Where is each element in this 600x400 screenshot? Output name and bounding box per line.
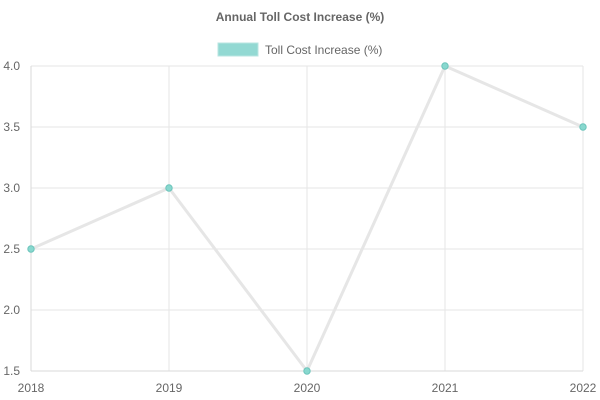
legend-label: Toll Cost Increase (%) [265,43,382,57]
chart-title: Annual Toll Cost Increase (%) [216,10,384,24]
data-point[interactable] [303,367,311,375]
y-tick-label: 3.5 [3,120,20,134]
y-tick-label: 1.5 [3,364,20,378]
y-tick-label: 2.0 [3,303,20,317]
y-tick-label: 2.5 [3,242,20,256]
x-tick-label: 2022 [570,381,597,395]
x-tick-label: 2019 [156,381,183,395]
x-tick-label: 2021 [432,381,459,395]
grid-layer [30,65,584,372]
y-tick-label: 3.0 [3,181,20,195]
x-tick-label: 2018 [18,381,45,395]
data-point[interactable] [165,184,173,192]
y-tick-label: 4.0 [3,59,20,73]
legend-swatch [217,42,259,57]
legend[interactable]: Toll Cost Increase (%) [217,42,382,57]
x-tick-label: 2020 [294,381,321,395]
series-layer [27,62,587,375]
tick-layer: 1.5 2.0 2.5 3.0 3.5 4.0 2018 2019 2020 2021 2022 [3,59,596,395]
data-point[interactable] [27,245,35,253]
data-point[interactable] [579,123,587,131]
data-point[interactable] [441,62,449,70]
